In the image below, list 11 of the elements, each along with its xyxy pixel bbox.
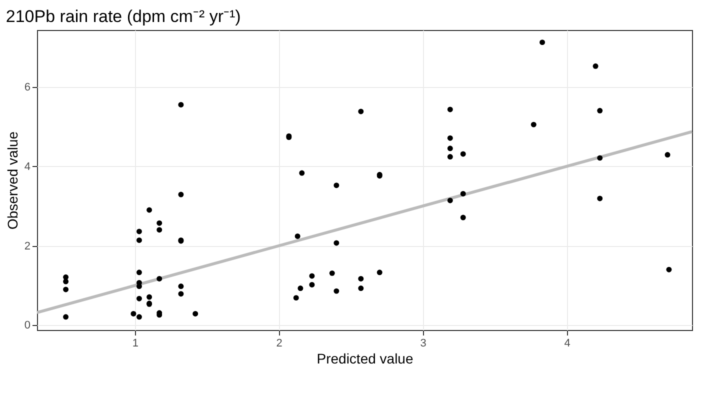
x-tick-label: 3 [420, 338, 426, 350]
x-tick-label: 2 [276, 338, 282, 350]
x-tick-label: 4 [564, 338, 570, 350]
y-tick-label: 2 [24, 240, 30, 252]
x-axis-title: Predicted value [316, 350, 414, 366]
y-axis-title: Observed value [4, 131, 20, 230]
y-tick-label: 0 [24, 320, 30, 332]
y-tick-label: 4 [24, 160, 30, 173]
chart-title: 210Pb rain rate (dpm cm⁻² yr⁻¹) [6, 7, 241, 26]
x-tick-label: 1 [132, 338, 138, 350]
y-tick-label: 6 [24, 81, 30, 94]
